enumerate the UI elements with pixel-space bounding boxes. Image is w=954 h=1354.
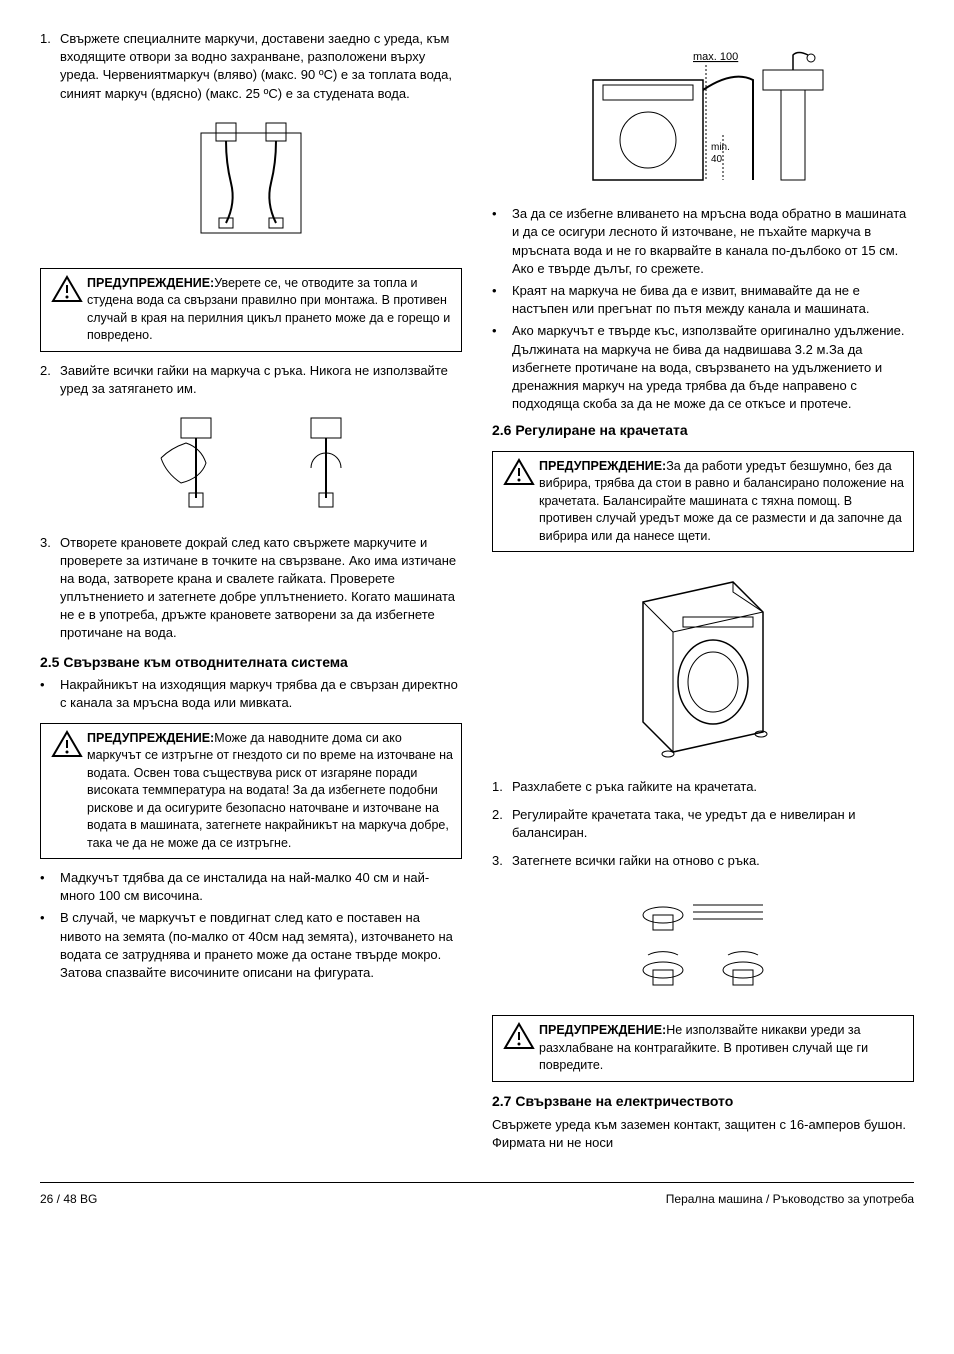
bullet-mark: •: [40, 909, 60, 982]
section-heading-27: 2.7 Свързване на електричеството: [492, 1092, 914, 1112]
warning-label: ПРЕДУПРЕЖДЕНИЕ:: [539, 459, 666, 473]
warning-icon: [499, 1022, 539, 1075]
list-item: 3. Отворете крановете докрай след като с…: [40, 534, 462, 643]
figure-hose-connection: [40, 113, 462, 258]
bullet-item: • Ако маркучът е твърде къс, използвайте…: [492, 322, 914, 413]
label-max: max. 100: [693, 51, 738, 63]
list-item: 1. Свържете специалните маркучи, доставе…: [40, 30, 462, 103]
section-heading-26: 2.6 Регулиране на крачетата: [492, 421, 914, 441]
warning-text: ПРЕДУПРЕЖДЕНИЕ:Може да наводните дома си…: [87, 730, 455, 853]
bullet-text: В случай, че маркучът е повдигнат след к…: [60, 909, 462, 982]
item-text: Регулирайте крачетата така, че уредът да…: [512, 806, 914, 842]
bullet-item: • За да се избегне вливането на мръсна в…: [492, 205, 914, 278]
footer-right: Перална машина / Ръководство за употреба: [666, 1191, 914, 1208]
warning-text: ПРЕДУПРЕЖДЕНИЕ:За да работи уредът безшу…: [539, 458, 907, 546]
section-text: Свържете уреда към заземен контакт, защи…: [492, 1116, 914, 1152]
item-text: Отворете крановете докрай след като свър…: [60, 534, 462, 643]
warning-text: ПРЕДУПРЕЖДЕНИЕ:Уверете се, че отводите з…: [87, 275, 455, 345]
warning-label: ПРЕДУПРЕЖДЕНИЕ:: [539, 1023, 666, 1037]
bullet-text: Накрайникът на изходящия маркуч трябва д…: [60, 676, 462, 712]
warning-icon: [47, 275, 87, 345]
item-number: 3.: [492, 852, 512, 870]
list-item: 1. Разхлабете с ръка гайките на крачетат…: [492, 778, 914, 796]
label-forty: 40: [711, 154, 723, 165]
bullet-mark: •: [492, 282, 512, 318]
warning-icon: [499, 458, 539, 546]
figure-feet-adjust: [492, 880, 914, 1005]
bullet-mark: •: [492, 205, 512, 278]
right-column: max. 100 min. 40 • За да се избегне влив…: [492, 30, 914, 1152]
item-number: 2.: [40, 362, 60, 398]
warning-icon: [47, 730, 87, 853]
bullet-text: За да се избегне вливането на мръсна вод…: [512, 205, 914, 278]
warning-label: ПРЕДУПРЕЖДЕНИЕ:: [87, 731, 214, 745]
item-text: Затегнете всички гайки на отново с ръка.: [512, 852, 914, 870]
bullet-text: Мадкучът тдябва да се инсталида на най-м…: [60, 869, 462, 905]
page-footer: 26 / 48 BG Перална машина / Ръководство …: [40, 1182, 914, 1208]
item-text: Свържете специалните маркучи, доставени …: [60, 30, 462, 103]
left-column: 1. Свържете специалните маркучи, доставе…: [40, 30, 462, 1152]
bullet-text: Ако маркучът е твърде къс, използвайте о…: [512, 322, 914, 413]
warning-box: ПРЕДУПРЕЖДЕНИЕ:Уверете се, че отводите з…: [40, 268, 462, 352]
warning-box: ПРЕДУПРЕЖДЕНИЕ:За да работи уредът безшу…: [492, 451, 914, 553]
figure-machine-feet: [492, 562, 914, 767]
section-heading-25: 2.5 Свързване към отводнителната система: [40, 653, 462, 673]
bullet-mark: •: [40, 869, 60, 905]
item-text: Завийте всички гайки на маркуча с ръка. …: [60, 362, 462, 398]
figure-hand-tighten: [40, 408, 462, 523]
bullet-item: • Краят на маркуча не бива да е извит, в…: [492, 282, 914, 318]
item-number: 3.: [40, 534, 60, 643]
footer-left: 26 / 48 BG: [40, 1191, 97, 1208]
list-item: 2. Регулирайте крачетата така, че уредът…: [492, 806, 914, 842]
bullet-item: • Мадкучът тдябва да се инсталида на най…: [40, 869, 462, 905]
list-item: 3. Затегнете всички гайки на отново с ръ…: [492, 852, 914, 870]
bullet-item: • Накрайникът на изходящия маркуч трябва…: [40, 676, 462, 712]
bullet-mark: •: [40, 676, 60, 712]
bullet-item: • В случай, че маркучът е повдигнат след…: [40, 909, 462, 982]
item-number: 1.: [492, 778, 512, 796]
label-min: min.: [711, 142, 730, 153]
warning-box: ПРЕДУПРЕЖДЕНИЕ:Не използвайте никакви ур…: [492, 1015, 914, 1082]
bullet-text: Краят на маркуча не бива да е извит, вни…: [512, 282, 914, 318]
page-content: 1. Свържете специалните маркучи, доставе…: [40, 30, 914, 1152]
item-text: Разхлабете с ръка гайките на крачетата.: [512, 778, 914, 796]
bullet-mark: •: [492, 322, 512, 413]
figure-drain-height: max. 100 min. 40: [492, 40, 914, 195]
warning-box: ПРЕДУПРЕЖДЕНИЕ:Може да наводните дома си…: [40, 723, 462, 860]
item-number: 2.: [492, 806, 512, 842]
warning-body: Може да наводните дома си ако маркучът с…: [87, 731, 453, 850]
warning-label: ПРЕДУПРЕЖДЕНИЕ:: [87, 276, 214, 290]
warning-text: ПРЕДУПРЕЖДЕНИЕ:Не използвайте никакви ур…: [539, 1022, 907, 1075]
list-item: 2. Завийте всички гайки на маркуча с рък…: [40, 362, 462, 398]
item-number: 1.: [40, 30, 60, 103]
